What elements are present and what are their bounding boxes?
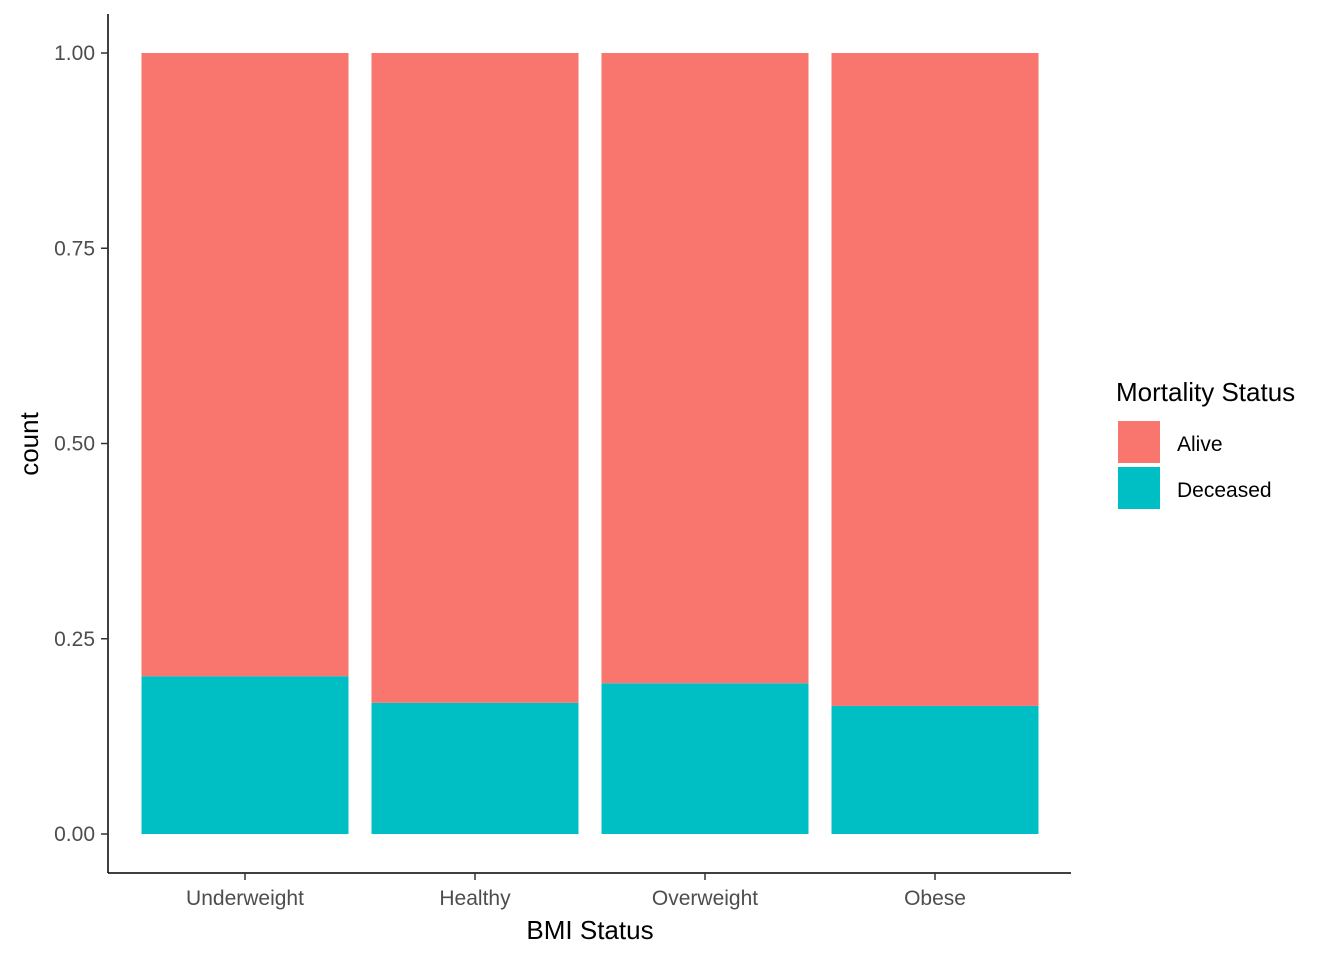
y-tick-label: 0.75 [54,237,95,260]
x-tick-label: Underweight [186,887,304,910]
bar-deceased-overweight [601,683,809,834]
legend-key-alive [1118,421,1160,463]
x-tick-label: Obese [904,887,966,910]
bar-deceased-underweight [141,676,349,834]
legend-key-deceased [1118,467,1160,509]
x-tick-label: Overweight [652,887,758,910]
bar-alive-obese [831,53,1039,706]
x-tick-label: Healthy [439,887,511,910]
y-axis: 0.00 0.25 0.50 0.75 1.00 [54,14,109,873]
y-tick-label: 1.00 [54,42,95,65]
y-tick-label: 0.25 [54,628,95,651]
bar-alive-overweight [601,53,809,684]
y-tick-label: 0.50 [54,433,95,456]
y-tick-label: 0.00 [54,823,95,846]
bar-alive-healthy [371,53,579,703]
y-axis-title: count [14,411,44,475]
legend: Mortality Status Alive Deceased [1116,377,1295,509]
legend-label-alive: Alive [1177,433,1223,456]
bar-deceased-healthy [371,702,579,834]
legend-label-deceased: Deceased [1177,479,1272,502]
x-axis: Underweight Healthy Overweight Obese [108,872,1071,910]
legend-title: Mortality Status [1116,377,1295,407]
bar-deceased-obese [831,705,1039,834]
bars [141,53,1039,834]
x-axis-title: BMI Status [526,915,653,945]
bar-alive-underweight [141,53,349,677]
